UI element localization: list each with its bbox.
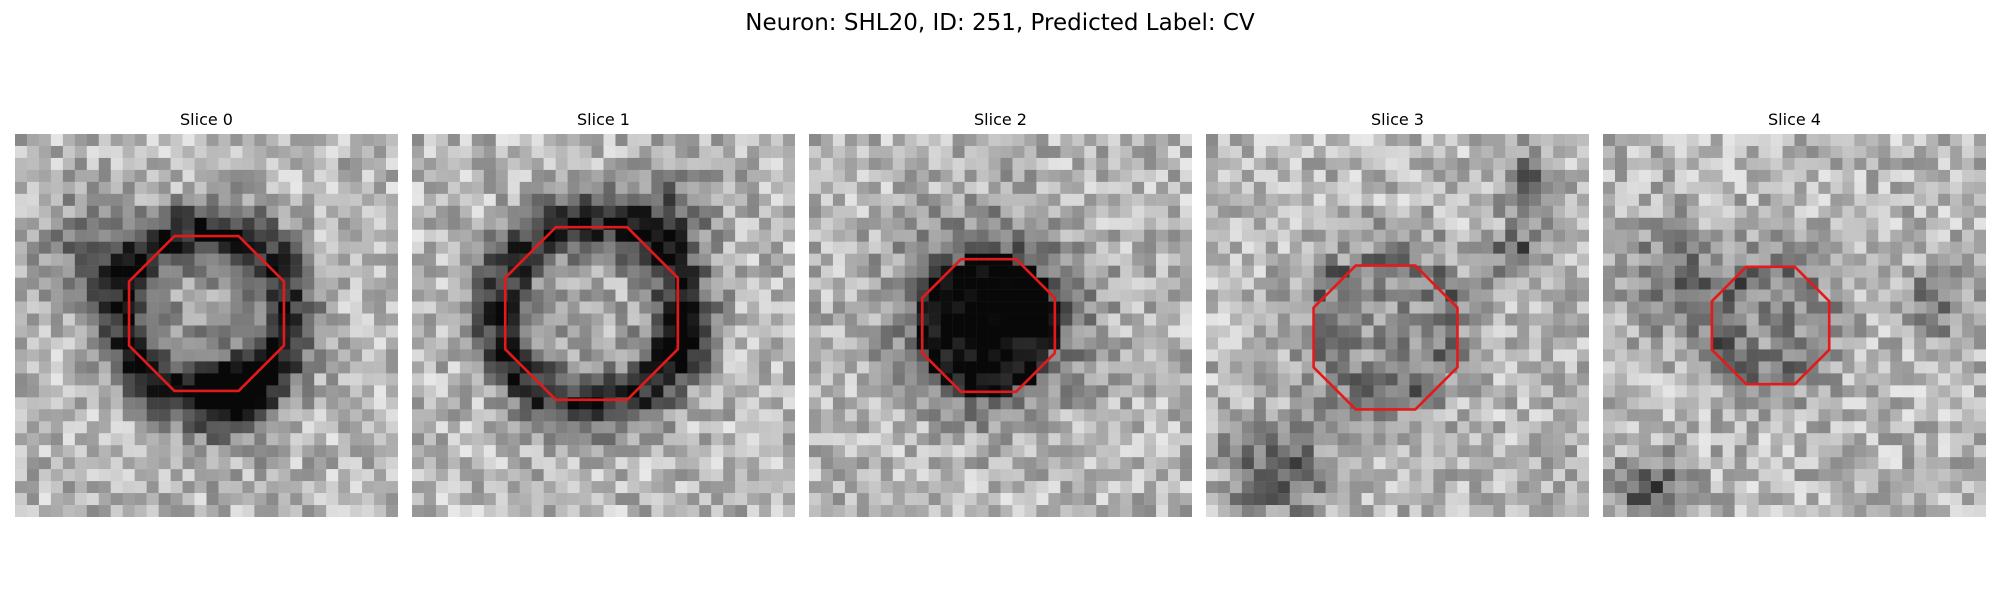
segmentation-contour-2 [920, 257, 1057, 394]
slice-panel-3: Slice 3 [1206, 110, 1589, 517]
segmentation-contour-4 [1710, 265, 1831, 386]
slice-panel-4: Slice 4 [1603, 110, 1986, 517]
slice-title-3: Slice 3 [1371, 110, 1424, 129]
figure-title: Neuron: SHL20, ID: 251, Predicted Label:… [745, 10, 1255, 36]
segmentation-contour-3 [1312, 264, 1459, 411]
slice-panel-2: Slice 2 [809, 110, 1192, 517]
slice-panel-1: Slice 1 [412, 110, 795, 517]
slice-title-0: Slice 0 [180, 110, 233, 129]
slice-title-4: Slice 4 [1768, 110, 1821, 129]
slice-title-1: Slice 1 [577, 110, 630, 129]
slice-image-2 [809, 134, 1192, 517]
segmentation-contour-1 [503, 225, 680, 402]
slice-image-4 [1603, 134, 1986, 517]
slice-panel-0: Slice 0 [15, 110, 398, 517]
slice-image-3 [1206, 134, 1589, 517]
segmentation-contour-0 [127, 234, 286, 393]
slice-image-0 [15, 134, 398, 517]
slice-image-1 [412, 134, 795, 517]
slice-title-2: Slice 2 [974, 110, 1027, 129]
